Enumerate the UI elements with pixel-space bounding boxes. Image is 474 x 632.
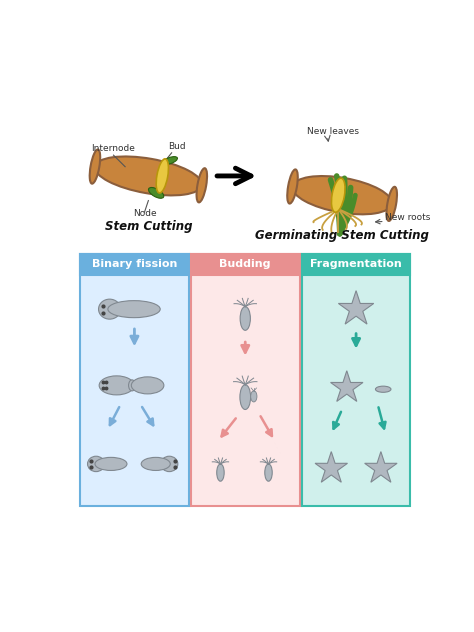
Ellipse shape <box>161 456 178 471</box>
Ellipse shape <box>90 150 100 184</box>
Ellipse shape <box>240 385 251 410</box>
Ellipse shape <box>251 391 257 402</box>
Ellipse shape <box>240 307 250 331</box>
Polygon shape <box>365 452 397 482</box>
Ellipse shape <box>292 176 392 214</box>
Ellipse shape <box>217 464 224 481</box>
Text: New roots: New roots <box>385 213 430 222</box>
Ellipse shape <box>386 187 397 221</box>
FancyBboxPatch shape <box>80 255 189 506</box>
Ellipse shape <box>141 458 170 470</box>
FancyBboxPatch shape <box>302 255 410 274</box>
Text: New leaves: New leaves <box>307 126 359 136</box>
FancyBboxPatch shape <box>191 255 300 506</box>
Text: Bud: Bud <box>168 142 186 151</box>
Ellipse shape <box>95 157 202 195</box>
Ellipse shape <box>375 386 391 392</box>
Polygon shape <box>330 371 363 401</box>
Polygon shape <box>338 291 374 324</box>
Ellipse shape <box>95 458 127 470</box>
FancyBboxPatch shape <box>191 255 300 274</box>
Ellipse shape <box>99 299 121 319</box>
Text: Fragmentation: Fragmentation <box>310 260 402 269</box>
Ellipse shape <box>197 168 207 202</box>
Ellipse shape <box>88 456 105 471</box>
Ellipse shape <box>287 169 298 204</box>
Text: Node: Node <box>133 209 156 218</box>
Ellipse shape <box>128 380 136 391</box>
Polygon shape <box>315 452 347 482</box>
Ellipse shape <box>331 178 345 212</box>
Text: Germinating Stem Cutting: Germinating Stem Cutting <box>255 229 429 242</box>
Ellipse shape <box>99 376 134 395</box>
Ellipse shape <box>131 377 164 394</box>
Text: Internode: Internode <box>91 144 136 154</box>
Text: Stem Cutting: Stem Cutting <box>105 220 192 233</box>
Ellipse shape <box>148 188 164 198</box>
Ellipse shape <box>163 157 177 164</box>
Ellipse shape <box>108 301 160 318</box>
Text: Budding: Budding <box>219 260 271 269</box>
FancyBboxPatch shape <box>302 255 410 506</box>
Text: Binary fission: Binary fission <box>92 260 177 269</box>
Ellipse shape <box>156 159 168 193</box>
Ellipse shape <box>265 464 272 481</box>
FancyBboxPatch shape <box>80 255 189 274</box>
